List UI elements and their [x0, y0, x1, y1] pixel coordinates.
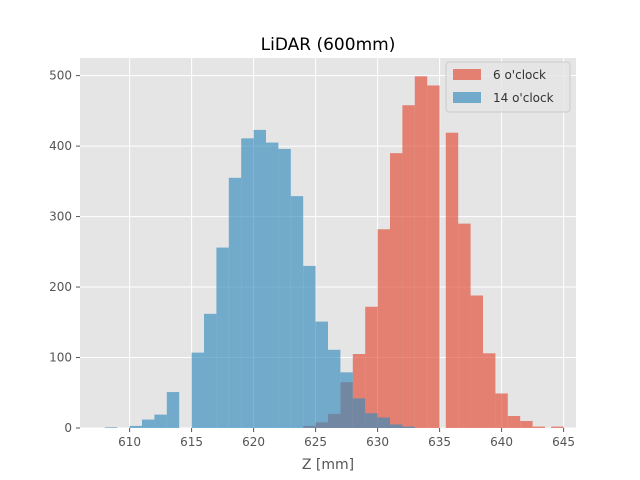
histogram-bar	[470, 295, 483, 428]
histogram-bar	[154, 414, 167, 428]
histogram-bar	[414, 76, 428, 429]
histogram-bar	[328, 349, 341, 428]
histogram-bar	[216, 247, 229, 428]
legend: 6 o'clock 14 o'clock	[445, 61, 571, 113]
x-tick-label: 610	[118, 435, 141, 449]
histogram-bar	[551, 426, 564, 428]
x-tick-label: 615	[180, 435, 203, 449]
x-tick-label: 640	[490, 435, 513, 449]
histogram-bar	[104, 427, 118, 428]
y-tick-label: 0	[64, 421, 72, 435]
histogram-bar	[507, 416, 521, 428]
histogram-bar	[166, 392, 180, 428]
x-axis-ticks: 610 615 620 625 630 635 640 645	[118, 428, 575, 449]
y-tick-label: 100	[49, 351, 72, 365]
histogram-bar	[377, 229, 390, 428]
histogram-bar	[290, 196, 304, 428]
y-tick-label: 500	[49, 69, 72, 83]
histogram-bar	[253, 129, 266, 428]
histogram-bars	[104, 76, 564, 429]
x-tick-label: 620	[242, 435, 265, 449]
series-1-bars	[104, 129, 415, 429]
histogram-bar	[402, 426, 415, 428]
histogram-bar	[520, 420, 533, 428]
histogram-bar	[340, 372, 353, 428]
histogram-bar	[352, 398, 366, 428]
histogram-bar	[266, 142, 279, 429]
y-tick-label: 400	[49, 139, 72, 153]
histogram-bar	[532, 426, 545, 428]
histogram-bar	[315, 321, 328, 428]
x-axis-label: Z [mm]	[302, 457, 354, 473]
histogram-bar	[191, 352, 204, 428]
legend-swatch-14-oclock	[453, 92, 481, 103]
histogram-bar	[377, 417, 390, 428]
legend-label-6-oclock: 6 o'clock	[493, 68, 546, 82]
histogram-bar	[142, 419, 155, 428]
x-tick-label: 630	[366, 435, 389, 449]
legend-swatch-6-oclock	[453, 69, 481, 80]
histogram-bar	[402, 105, 415, 428]
histogram-bar	[458, 223, 471, 428]
histogram-bar	[278, 148, 291, 428]
legend-label-14-oclock: 14 o'clock	[493, 91, 554, 105]
histogram-bar	[228, 177, 242, 428]
x-tick-label: 625	[304, 435, 327, 449]
histogram-bar	[390, 153, 403, 428]
histogram-bar	[390, 424, 403, 428]
y-tick-label: 300	[49, 210, 72, 224]
chart-title: LiDAR (600mm)	[261, 35, 396, 55]
histogram-bar	[303, 265, 316, 428]
histogram-bar	[495, 393, 508, 428]
histogram-bar	[129, 425, 142, 428]
x-tick-label: 645	[552, 435, 575, 449]
histogram-bar	[445, 132, 459, 428]
histogram-bar	[427, 85, 440, 428]
histogram-bar	[483, 353, 496, 428]
histogram-bar	[204, 313, 217, 428]
y-axis-ticks: 0 100 200 300 400 500	[49, 69, 80, 435]
y-tick-label: 200	[49, 280, 72, 294]
histogram-bar	[365, 413, 378, 428]
histogram-bar	[365, 306, 378, 428]
histogram-bar	[241, 138, 254, 429]
x-tick-label: 635	[428, 435, 451, 449]
